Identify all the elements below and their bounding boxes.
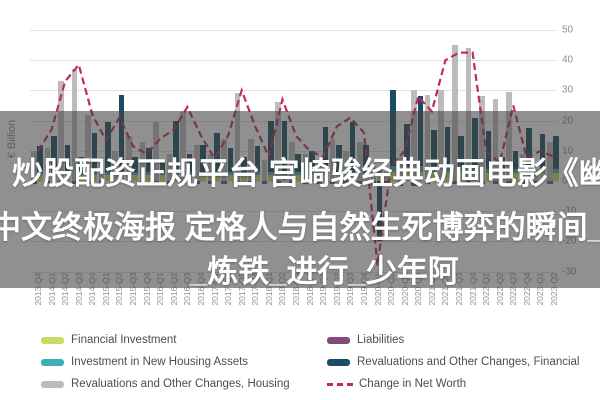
legend-label: Change in Net Worth [359, 378, 467, 390]
new-housing-swatch [41, 358, 64, 366]
legend-label: Revaluations and Other Changes, Financia… [357, 356, 580, 368]
legend-item-new-housing: Investment in New Housing Assets [41, 354, 248, 370]
legend-item-financial-investment: Financial Investment [41, 332, 176, 348]
overlay-title-line-1: 炒股配资正规平台 宫崎骏经典动画电影《幽灵公主》曝 [12, 156, 600, 191]
overlay-title-line-2: 中文终极海报 定格人与自然生死博弈的瞬间_炼铁_进行 [0, 210, 600, 245]
y-axis-tick-label: 50 [562, 24, 574, 36]
legend-label: Liabilities [357, 334, 405, 346]
y-axis-tick-label: 30 [562, 84, 574, 96]
net-worth-dash-swatch [327, 382, 353, 386]
legend-item-net-worth: Change in Net Worth [327, 376, 466, 392]
legend-item-liabilities: Liabilities [327, 332, 404, 348]
legend-label: Revaluations and Other Changes, Housing [71, 378, 290, 390]
y-axis-tick-label: 40 [562, 54, 574, 66]
y-gridline [30, 60, 557, 62]
y-gridline [30, 30, 557, 31]
overlay-band [0, 111, 600, 288]
reval-housing-swatch [41, 380, 64, 388]
overlay-title-line-3: _炼铁_进行_少年阿 [190, 254, 459, 289]
legend-item-reval-housing: Revaluations and Other Changes, Housing [41, 376, 290, 392]
legend-label: Financial Investment [71, 334, 177, 346]
legend-item-reval-financial: Revaluations and Other Changes, Financia… [327, 354, 579, 370]
y-gridline [30, 90, 557, 92]
reval-financial-swatch [327, 358, 350, 366]
liabilities-swatch [327, 336, 350, 344]
financial-investment-swatch [41, 336, 64, 344]
legend-label: Investment in New Housing Assets [71, 356, 249, 368]
